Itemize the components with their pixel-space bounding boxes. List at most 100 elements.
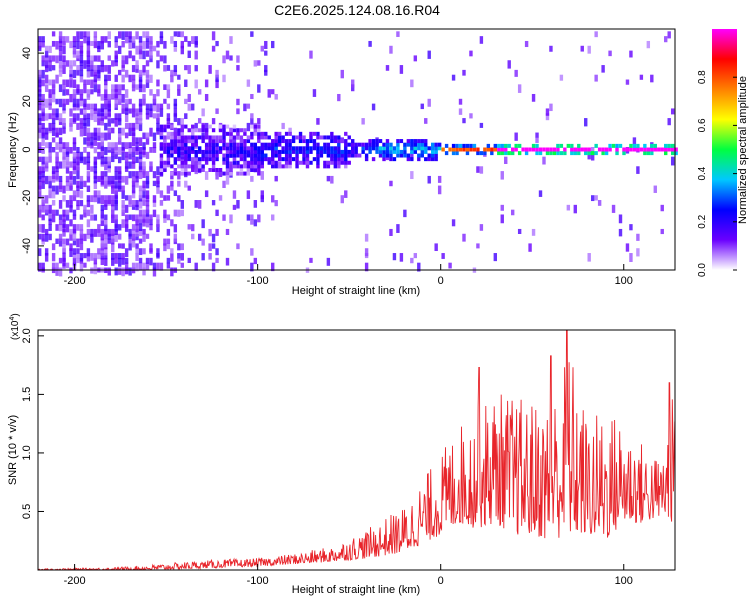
spectrogram-cell — [187, 224, 191, 230]
spectrogram-cell — [152, 267, 157, 277]
spectrogram-cell — [166, 142, 171, 147]
spectrogram-cell — [149, 89, 153, 96]
spectrogram-cell — [427, 50, 431, 59]
spectrogram-cell — [72, 195, 77, 202]
spectrogram-cell — [434, 153, 438, 158]
spectrogram-cell — [65, 156, 70, 166]
spectrogram-cell — [187, 146, 191, 151]
spectrogram-cell — [90, 214, 94, 221]
spectrogram-cell — [194, 164, 198, 169]
spectrogram-cell — [90, 267, 94, 274]
spectrogram-cell — [124, 161, 129, 169]
spectrogram-cell — [368, 149, 372, 154]
spectrogram-cell — [549, 151, 553, 156]
spectrogram-cell — [288, 131, 292, 136]
spectrogram-cell — [156, 60, 160, 69]
spectrogram-cell — [271, 214, 275, 221]
spectrogram-cell — [250, 113, 254, 120]
spectrogram-cell — [246, 139, 251, 144]
spectrogram-cell — [232, 157, 237, 162]
spectrogram-cell — [298, 160, 303, 165]
spectrogram-cell — [104, 248, 108, 256]
spectrogram-cell — [639, 147, 644, 152]
spectrogram-cell — [330, 139, 334, 144]
spectrogram-cell — [330, 135, 334, 140]
spectrogram-cell — [298, 131, 303, 136]
spectrogram-cell — [170, 74, 174, 83]
spectrogram-cell — [187, 149, 191, 154]
spectrogram-cell — [312, 89, 317, 97]
spectrogram-cell — [229, 128, 233, 133]
spectrogram-cell — [389, 153, 393, 158]
spectrogram-cell — [107, 55, 111, 61]
spectrogram-cell — [48, 190, 52, 199]
spectrogram-cell — [159, 108, 164, 117]
spectrogram-cell — [368, 40, 372, 47]
spectrogram-cell — [305, 160, 310, 165]
spectrogram-cell — [76, 238, 80, 248]
spectrogram-cell — [504, 147, 508, 152]
spectrogram-cell — [117, 89, 122, 96]
spectrogram-cell — [218, 146, 223, 151]
spectrogram-cell — [124, 195, 129, 201]
spectrogram-cell — [58, 219, 63, 226]
spectrogram-cell — [309, 257, 313, 263]
spectrogram-cell — [131, 200, 136, 207]
spectrogram-cell — [260, 190, 264, 200]
spectrogram-cell — [364, 233, 369, 242]
spectrogram-cell — [354, 142, 358, 147]
spectrogram-cell — [288, 160, 292, 165]
spectrogram-cell — [138, 200, 143, 209]
spectrogram-cell — [38, 93, 42, 100]
spectrogram-cell — [385, 149, 390, 154]
spectrogram-cell — [194, 50, 198, 60]
spectrogram-cell — [476, 151, 480, 156]
spectrogram-cell — [41, 204, 45, 213]
snr-x-tick-label: 100 — [615, 575, 633, 587]
spectrogram-cell — [295, 149, 299, 154]
spectrogram-cell — [524, 147, 529, 152]
spectrogram-cell — [38, 36, 42, 43]
spectrogram-cell — [142, 195, 146, 202]
spectrogram-cell — [117, 267, 122, 275]
colorbar-tick-label: 0.8 — [697, 70, 708, 84]
spectrogram-cell — [584, 151, 588, 156]
snr-frame — [37, 329, 676, 571]
spectrogram-cell — [340, 153, 344, 158]
spectrogram-cell — [86, 69, 91, 78]
spectrogram-cell — [159, 190, 164, 198]
spectrogram-cell — [72, 166, 77, 175]
spectrogram-cell — [55, 209, 59, 216]
spectrogram-cell — [184, 124, 188, 129]
spectrogram-cell — [58, 214, 63, 220]
spectrogram-cell — [156, 185, 160, 194]
spectrogram-cell — [142, 180, 146, 189]
spectrogram-cell — [201, 128, 205, 133]
spectrogram-cell — [229, 146, 233, 151]
spectrogram-cell — [114, 142, 118, 151]
spectrogram-cell — [76, 113, 80, 121]
spectrogram-cell — [451, 151, 456, 156]
spectrogram-cell — [152, 195, 157, 203]
spectrogram-cell — [100, 243, 105, 251]
spectrogram-cell — [93, 156, 98, 165]
spectrogram-cell — [208, 146, 212, 151]
spectrogram-cell — [277, 142, 282, 147]
spectrogram-cell — [65, 224, 70, 233]
spectrogram-cell — [222, 171, 226, 176]
spectrogram-cell — [392, 157, 397, 162]
spectrogram-cell — [44, 228, 49, 236]
spectrogram-cell — [211, 139, 216, 144]
spectrogram-cell — [145, 175, 150, 185]
spectrogram-cell — [170, 131, 174, 136]
spectrogram-cell — [250, 118, 254, 126]
spectrogram-cell — [173, 157, 178, 162]
spectrogram-cell — [173, 45, 178, 52]
spectrogram-cell — [211, 164, 216, 169]
spectrogram-cell — [455, 147, 459, 152]
spectrogram-cell — [664, 143, 668, 148]
spectrogram-cell — [246, 190, 251, 199]
spectrogram-cell — [97, 118, 101, 126]
spectrogram-cell — [650, 151, 654, 156]
spectrogram-cell — [72, 89, 77, 98]
